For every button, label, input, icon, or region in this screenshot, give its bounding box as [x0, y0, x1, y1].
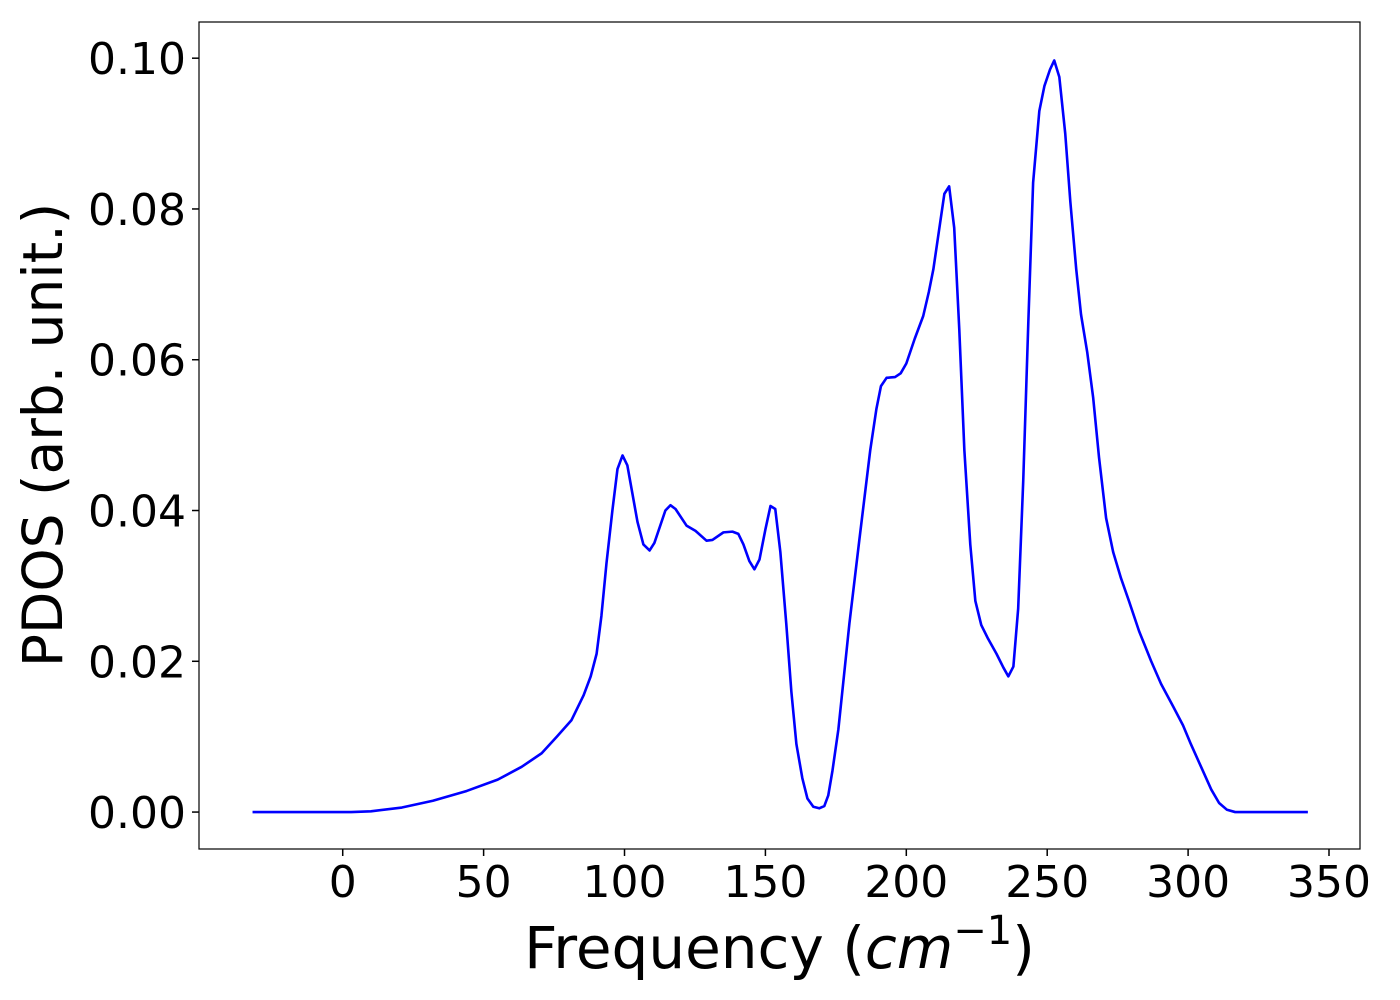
- y-tick-label: 0.04: [88, 487, 186, 538]
- plot-frame: [198, 21, 1361, 850]
- y-tick-label: 0.10: [88, 34, 186, 85]
- x-tick-label: 50: [456, 857, 512, 908]
- y-tick-label: 0.00: [88, 788, 186, 839]
- x-tick-label: 0: [329, 857, 357, 908]
- x-label-close: ): [1012, 914, 1035, 982]
- y-tick-label: 0.02: [88, 637, 186, 688]
- x-label-exponent: −1: [953, 908, 1012, 954]
- y-tick-label: 0.08: [88, 185, 186, 236]
- x-tick-label: 350: [1287, 857, 1371, 908]
- y-tick-label: 0.06: [88, 336, 186, 387]
- x-tick-label: 100: [583, 857, 667, 908]
- x-tick-label: 250: [1005, 857, 1089, 908]
- x-label-text: Frequency (: [524, 914, 865, 982]
- x-label-unit: cm: [865, 914, 953, 982]
- y-axis-label: PDOS (arb. unit.): [11, 203, 75, 667]
- x-tick-label: 150: [723, 857, 807, 908]
- x-axis-label: Frequency (cm−1): [524, 908, 1035, 982]
- x-tick-label: 200: [864, 857, 948, 908]
- x-tick-label: 300: [1146, 857, 1230, 908]
- data-line: [252, 59, 1308, 814]
